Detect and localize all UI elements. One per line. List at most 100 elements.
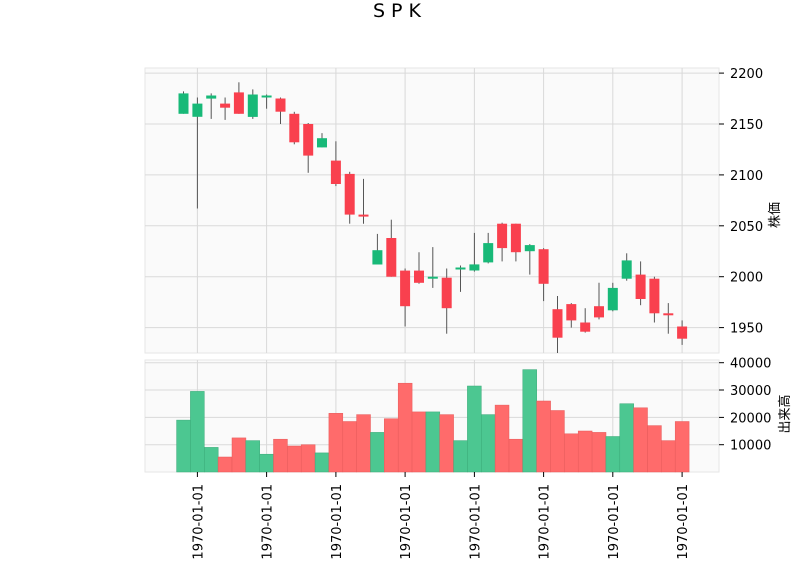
volume-tick-label: 30000 [730,384,771,399]
volume-bar-down [536,400,551,473]
volume-bar-down [661,440,676,473]
candle-down [635,274,646,299]
candle-down [344,173,355,215]
candle-down [538,249,549,284]
candle-down [289,113,300,143]
candle-down [649,278,660,314]
candle-down [580,322,591,332]
price-tick-label: 2150 [730,118,763,133]
candle-down [358,214,369,217]
price-tick-label: 1950 [730,322,763,337]
volume-bar-up [467,385,482,473]
volume-bar-up [425,411,441,473]
x-tick-label: 1970-01-01 [468,484,483,560]
price-panel: 1950 2000 2050 2100 2150 2200 株価 [144,67,783,354]
price-panel-background [144,67,720,354]
candle-up [261,95,272,98]
volume-bar-down [411,411,427,473]
candle-up [607,287,618,311]
volume-bar-up [370,432,385,473]
volume-bars [176,369,690,473]
candle-up [524,245,535,252]
volume-bar-up [190,391,205,473]
x-ticks: 1970-01-01 1970-01-01 1970-01-01 1970-01-01… [191,472,691,560]
x-tick-label: 1970-01-01 [191,484,206,560]
candle-down [441,277,452,309]
candle-down [386,238,397,277]
volume-bar-up [619,403,634,473]
volume-bar-up [259,453,274,473]
candle-up [178,93,189,114]
volume-bar-down [591,432,607,473]
volume-bar-up [245,440,260,473]
volume-bar-down [674,421,690,473]
candle-down [233,92,244,114]
volume-bar-down [564,433,579,473]
x-tick-label: 1970-01-01 [261,484,276,560]
candle-down [275,98,286,112]
volume-bar-down [647,425,662,473]
candle-down [220,103,231,108]
volume-bar-up [204,447,219,473]
candle-down [510,223,521,253]
volume-bar-up [176,419,191,473]
volume-bar-down [397,382,413,473]
price-axis-label: 株価 [768,202,783,228]
candle-down [497,223,508,249]
volume-bar-up [314,452,330,473]
x-tick-label: 1970-01-01 [399,484,414,560]
candle-down [594,306,604,318]
x-tick-label: 1970-01-01 [538,484,553,560]
candle-up [427,276,438,279]
candle-down [414,270,424,283]
volume-bar-up [605,436,621,473]
candle-down [566,304,577,321]
volume-bar-up [481,414,496,473]
volume-bar-down [287,445,302,473]
candle-up [469,264,480,271]
volume-bar-down [633,407,648,473]
volume-bar-down [508,438,524,473]
price-tick-label: 2050 [730,220,763,235]
candle-up [483,243,494,263]
volume-bar-down [577,430,593,473]
candle-up [455,267,466,270]
x-tick-label: 1970-01-01 [607,484,622,560]
chart-title: SPK [373,0,427,22]
x-tick-label: 1970-01-01 [676,484,691,560]
candles [178,82,688,353]
candle-down [677,326,688,339]
volume-bar-down [342,421,357,473]
candle-down [330,160,341,184]
candle-up [247,94,258,117]
price-tick-label: 2000 [730,271,763,286]
volume-tick-label: 20000 [730,411,771,426]
candle-down [303,124,314,156]
volume-bar-down [300,444,316,473]
volume-bar-down [494,404,510,473]
volume-bar-down [328,413,344,473]
candle-up [621,260,632,279]
volume-bar-down [356,414,371,473]
candle-down [552,309,563,338]
price-y-ticks: 1950 2000 2050 2100 2150 2200 [719,67,763,337]
x-tick-label: 1970-01-01 [330,484,345,560]
volume-bar-down [384,418,399,473]
volume-bar-down [439,414,454,473]
volume-y-ticks: 10000 20000 30000 40000 [719,357,771,454]
volume-bar-up [453,440,468,473]
price-tick-label: 2100 [730,169,763,184]
volume-bar-up [522,369,537,473]
price-tick-label: 2200 [730,67,763,82]
candle-up [192,103,203,117]
volume-bar-down [550,410,565,473]
candle-up [317,138,327,148]
volume-bar-down [217,456,233,473]
volume-bar-down [273,438,288,473]
candle-up [372,250,383,265]
candle-up [206,95,217,99]
volume-tick-label: 10000 [730,439,771,454]
volume-panel: 10000 20000 30000 40000 出来高 [144,357,793,473]
candle-down [663,313,674,316]
